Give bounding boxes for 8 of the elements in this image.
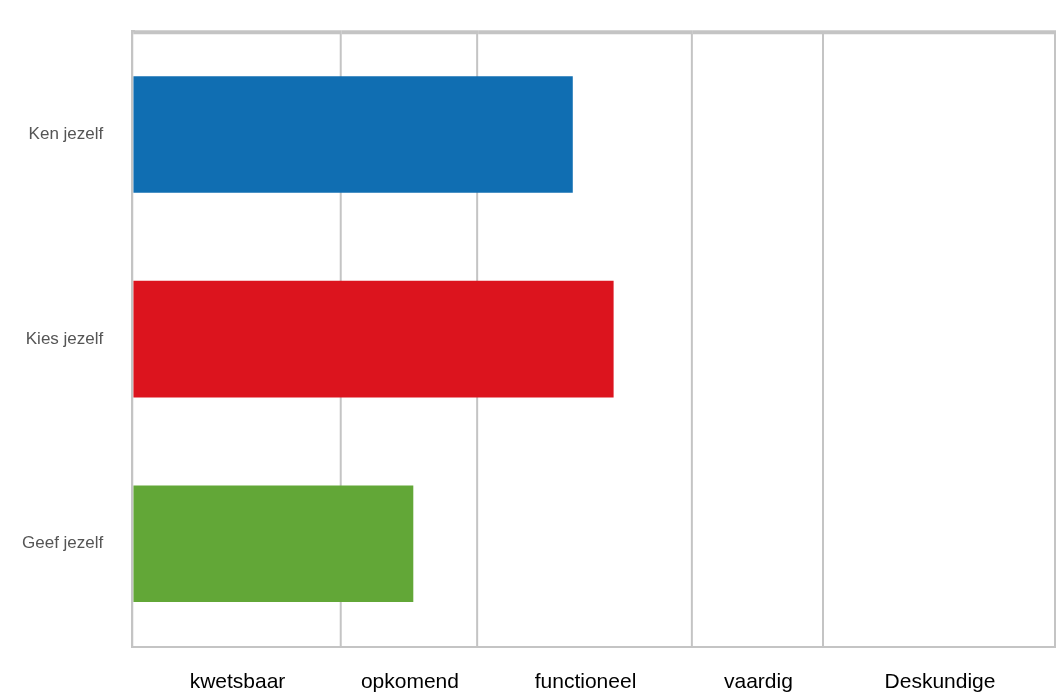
band-label: vaardig <box>723 669 793 693</box>
y-tick-label: Geef jezelf <box>22 533 104 553</box>
band-label: kwetsbaar <box>189 669 286 693</box>
band-label: functioneel <box>534 669 637 693</box>
y-tick-label: Kies jezelf <box>25 328 104 348</box>
band-label: Deskundige <box>884 669 996 693</box>
band-label: opkomend <box>360 669 459 693</box>
y-tick-label: Ken jezelf <box>28 124 104 144</box>
